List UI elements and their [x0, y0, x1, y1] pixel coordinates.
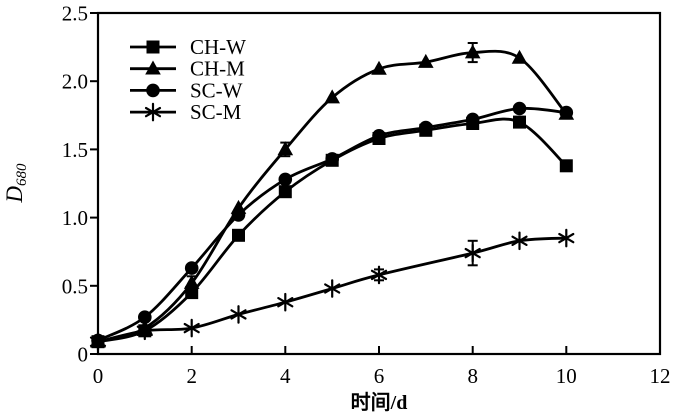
- plot-border: [96, 11, 662, 356]
- legend: CH-WCH-MSC-WSC-M: [130, 35, 246, 124]
- x-axis-title-text: 时间/d: [350, 391, 408, 414]
- y-axis-title-text: D680: [2, 163, 31, 202]
- circle-marker-icon: [138, 310, 152, 325]
- x-tick-label: 10: [556, 364, 577, 388]
- legend-item-CH-W: CH-W: [130, 35, 246, 59]
- triangle-marker-icon: [277, 141, 294, 156]
- circle-marker-icon: [278, 172, 293, 187]
- y-axis-subscript: 680: [14, 163, 31, 186]
- circle-marker-icon: [559, 105, 574, 120]
- y-tick-label: 0.5: [62, 274, 88, 298]
- x-axis: 0 2 4 6 8 10 12: [93, 346, 671, 388]
- square-marker-icon: [513, 115, 526, 129]
- asterisk-marker-icon: [136, 325, 153, 336]
- square-marker-icon: [232, 228, 245, 242]
- square-marker-icon: [146, 40, 160, 54]
- legend-item-SC-W: SC-W: [130, 78, 243, 102]
- y-axis: 0 0.5 1.0 1.5 2.0 2.5: [62, 2, 97, 367]
- triangle-marker-icon: [511, 49, 528, 64]
- y-tick-label: 2.0: [62, 70, 88, 94]
- legend-item-CH-M: CH-M: [130, 57, 245, 81]
- y-tick-label: 0: [78, 343, 89, 367]
- y-axis-symbol: D: [2, 185, 28, 203]
- x-tick-label: 6: [374, 364, 385, 388]
- circle-marker-icon: [512, 101, 527, 116]
- circle-marker-icon: [146, 83, 160, 98]
- triangle-marker-icon: [183, 274, 200, 289]
- asterisk-marker-icon: [464, 247, 481, 259]
- asterisk-marker-icon: [324, 283, 341, 294]
- triangle-marker-icon: [418, 53, 434, 68]
- x-tick-label: 2: [186, 364, 197, 388]
- series-line-SC-M: [97, 236, 567, 344]
- circle-marker-icon: [231, 208, 246, 222]
- circle-marker-icon: [184, 261, 199, 275]
- asterisk-marker-icon: [511, 235, 528, 246]
- asterisk-marker-icon: [370, 269, 388, 281]
- series-points-SC-W: [91, 101, 574, 348]
- triangle-marker-icon: [324, 89, 340, 104]
- asterisk-marker-icon: [558, 232, 575, 244]
- x-tick-label: 0: [93, 364, 104, 388]
- asterisk-marker-icon: [89, 336, 107, 347]
- legend-label: SC-W: [190, 78, 243, 102]
- circle-marker-icon: [419, 120, 433, 135]
- asterisk-marker-icon: [277, 297, 294, 308]
- circle-marker-icon: [465, 112, 480, 127]
- series-points-SC-M: [89, 228, 575, 351]
- legend-item-SC-M: SC-M: [130, 100, 242, 124]
- asterisk-marker-icon: [183, 322, 200, 334]
- asterisk-marker-icon: [144, 106, 162, 118]
- circle-marker-icon: [372, 129, 386, 143]
- series-line-SC-W: [97, 106, 567, 342]
- asterisk-marker-icon: [230, 309, 247, 320]
- y-tick-label: 1.0: [62, 206, 88, 230]
- triangle-marker-icon: [464, 44, 481, 59]
- triangle-marker-icon: [145, 60, 161, 75]
- square-marker-icon: [559, 159, 573, 173]
- legend-label: CH-W: [190, 35, 246, 59]
- triangle-marker-icon: [371, 60, 387, 75]
- x-tick-label: 4: [280, 364, 291, 388]
- legend-label: CH-M: [190, 57, 245, 81]
- square-marker-icon: [278, 185, 292, 199]
- x-tick-label: 12: [650, 364, 671, 388]
- x-tick-label: 8: [467, 364, 478, 388]
- legend-label: SC-M: [190, 100, 242, 124]
- y-tick-label: 1.5: [62, 138, 88, 162]
- y-tick-label: 2.5: [62, 2, 88, 26]
- circle-marker-icon: [325, 152, 340, 166]
